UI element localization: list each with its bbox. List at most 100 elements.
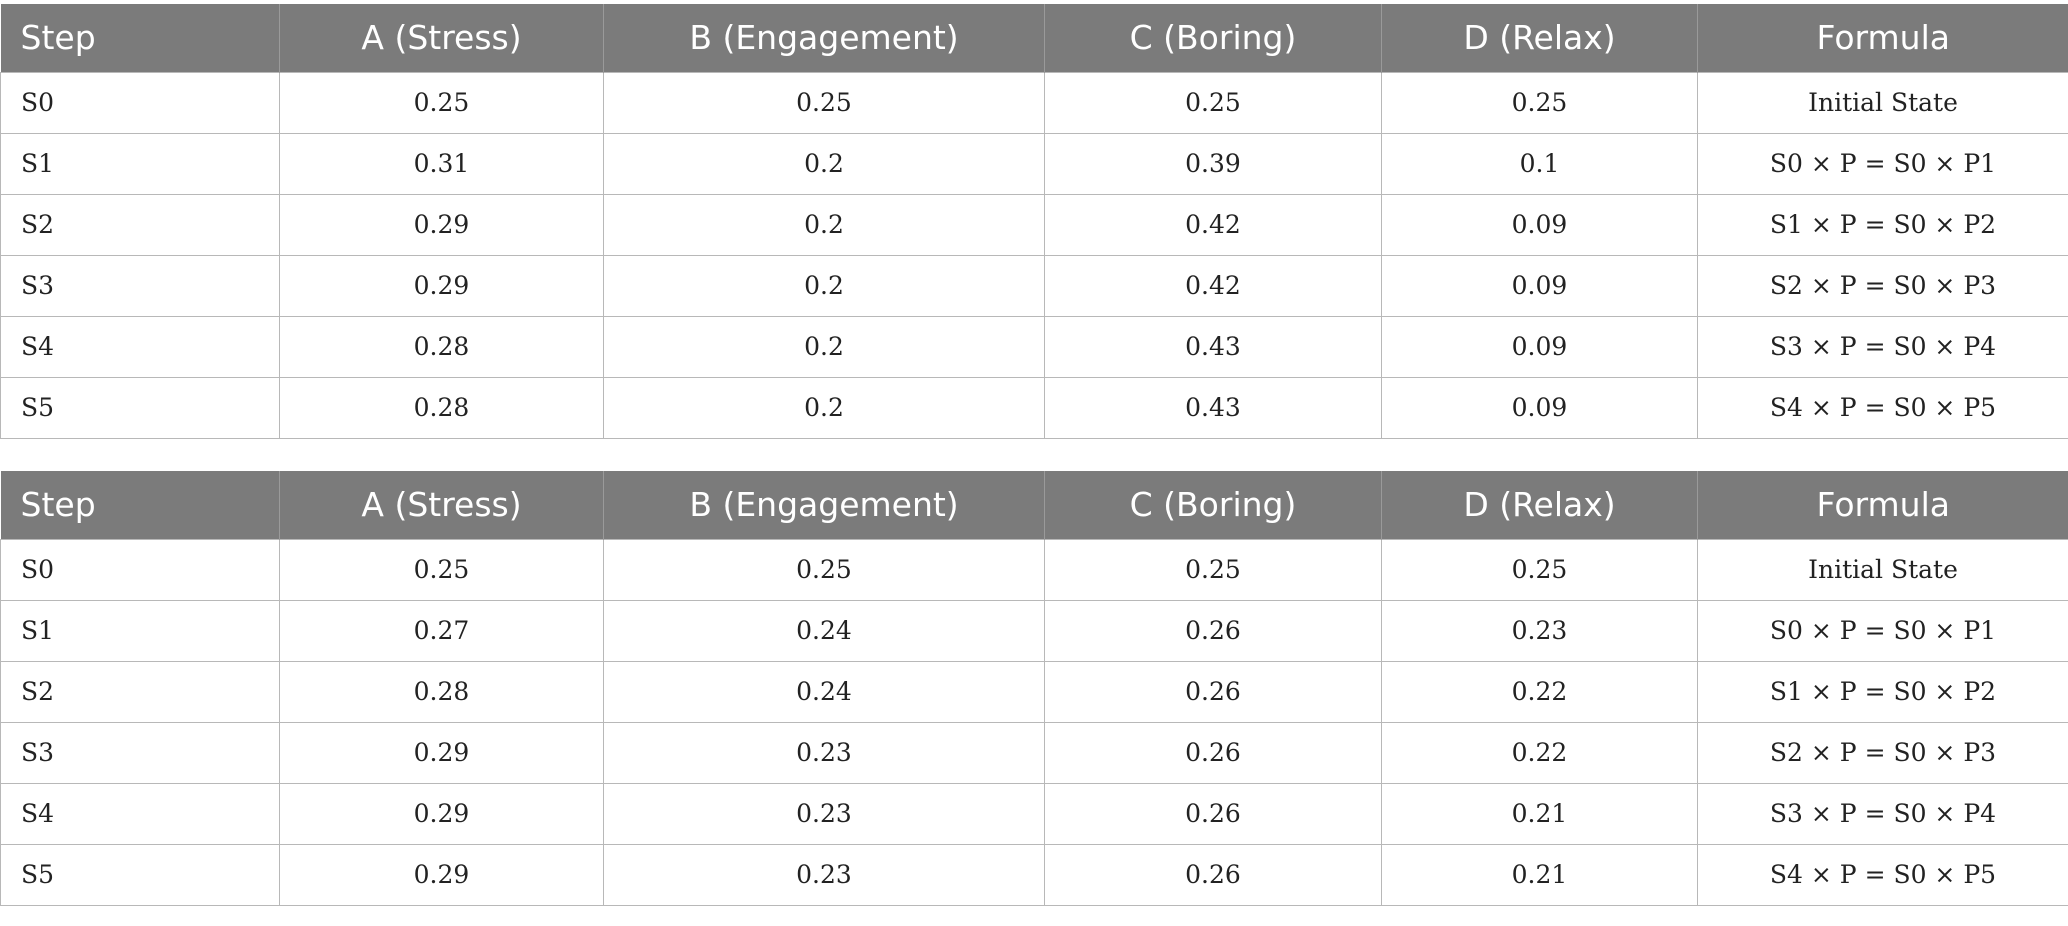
table-row: S2 0.28 0.24 0.26 0.22 S1 × P = S0 × P2	[0, 660, 2068, 723]
cell-a: 0.28	[279, 660, 604, 723]
cell-formula: Initial State	[1697, 538, 2068, 601]
cell-c: 0.39	[1044, 132, 1382, 195]
cell-formula: S1 × P = S0 × P2	[1697, 660, 2068, 723]
cell-c: 0.26	[1044, 843, 1382, 906]
cell-b: 0.23	[603, 782, 1045, 845]
cell-step: S2	[0, 193, 280, 256]
header-formula: Formula	[1697, 4, 2068, 72]
header-c-boring: C (Boring)	[1044, 471, 1382, 539]
cell-b: 0.2	[603, 315, 1045, 378]
cell-formula: Initial State	[1697, 71, 2068, 134]
data-table: Step A (Stress) B (Engagement) C (Boring…	[0, 471, 2068, 906]
table-row: S4 0.28 0.2 0.43 0.09 S3 × P = S0 × P4	[0, 315, 2068, 378]
cell-d: 0.21	[1381, 782, 1698, 845]
cell-a: 0.28	[279, 376, 604, 439]
cell-a: 0.27	[279, 599, 604, 662]
cell-d: 0.23	[1381, 599, 1698, 662]
table-row: S0 0.25 0.25 0.25 0.25 Initial State	[0, 71, 2068, 134]
cell-b: 0.24	[603, 660, 1045, 723]
cell-b: 0.2	[603, 193, 1045, 256]
cell-d: 0.09	[1381, 376, 1698, 439]
table-row: S5 0.28 0.2 0.43 0.09 S4 × P = S0 × P5	[0, 376, 2068, 439]
cell-formula: S3 × P = S0 × P4	[1697, 315, 2068, 378]
cell-d: 0.25	[1381, 71, 1698, 134]
table-row: S3 0.29 0.2 0.42 0.09 S2 × P = S0 × P3	[0, 254, 2068, 317]
table-row: S0 0.25 0.25 0.25 0.25 Initial State	[0, 538, 2068, 601]
cell-d: 0.09	[1381, 315, 1698, 378]
cell-step: S4	[0, 315, 280, 378]
cell-d: 0.1	[1381, 132, 1698, 195]
header-formula: Formula	[1697, 471, 2068, 539]
cell-a: 0.29	[279, 782, 604, 845]
cell-c: 0.26	[1044, 721, 1382, 784]
cell-step: S5	[0, 376, 280, 439]
cell-b: 0.23	[603, 721, 1045, 784]
cell-b: 0.2	[603, 132, 1045, 195]
cell-c: 0.25	[1044, 538, 1382, 601]
cell-b: 0.25	[603, 538, 1045, 601]
cell-d: 0.22	[1381, 660, 1698, 723]
data-table: Step A (Stress) B (Engagement) C (Boring…	[0, 4, 2068, 439]
header-row: Step A (Stress) B (Engagement) C (Boring…	[0, 4, 2068, 72]
cell-b: 0.25	[603, 71, 1045, 134]
header-b-engagement: B (Engagement)	[603, 4, 1045, 72]
cell-a: 0.29	[279, 721, 604, 784]
cell-step: S0	[0, 538, 280, 601]
cell-formula: S0 × P = S0 × P1	[1697, 132, 2068, 195]
cell-d: 0.21	[1381, 843, 1698, 906]
header-a-stress: A (Stress)	[279, 471, 604, 539]
cell-c: 0.26	[1044, 599, 1382, 662]
cell-c: 0.42	[1044, 193, 1382, 256]
header-row: Step A (Stress) B (Engagement) C (Boring…	[0, 471, 2068, 539]
header-c-boring: C (Boring)	[1044, 4, 1382, 72]
cell-step: S3	[0, 721, 280, 784]
table-row: S1 0.31 0.2 0.39 0.1 S0 × P = S0 × P1	[0, 132, 2068, 195]
cell-formula: S1 × P = S0 × P2	[1697, 193, 2068, 256]
header-a-stress: A (Stress)	[279, 4, 604, 72]
table-row: S5 0.29 0.23 0.26 0.21 S4 × P = S0 × P5	[0, 843, 2068, 906]
cell-c: 0.26	[1044, 782, 1382, 845]
cell-a: 0.29	[279, 254, 604, 317]
table-row: S2 0.29 0.2 0.42 0.09 S1 × P = S0 × P2	[0, 193, 2068, 256]
cell-c: 0.25	[1044, 71, 1382, 134]
cell-formula: S4 × P = S0 × P5	[1697, 376, 2068, 439]
cell-a: 0.31	[279, 132, 604, 195]
cell-formula: S2 × P = S0 × P3	[1697, 254, 2068, 317]
cell-c: 0.43	[1044, 315, 1382, 378]
cell-b: 0.23	[603, 843, 1045, 906]
cell-b: 0.2	[603, 376, 1045, 439]
cell-step: S0	[0, 71, 280, 134]
cell-a: 0.25	[279, 71, 604, 134]
cell-d: 0.09	[1381, 193, 1698, 256]
cell-a: 0.29	[279, 193, 604, 256]
cell-formula: S4 × P = S0 × P5	[1697, 843, 2068, 906]
cell-d: 0.22	[1381, 721, 1698, 784]
cell-c: 0.42	[1044, 254, 1382, 317]
header-d-relax: D (Relax)	[1381, 471, 1698, 539]
cell-step: S3	[0, 254, 280, 317]
cell-formula: S3 × P = S0 × P4	[1697, 782, 2068, 845]
markov-table-2: Step A (Stress) B (Engagement) C (Boring…	[0, 471, 2068, 906]
cell-d: 0.25	[1381, 538, 1698, 601]
cell-step: S1	[0, 599, 280, 662]
cell-a: 0.28	[279, 315, 604, 378]
header-b-engagement: B (Engagement)	[603, 471, 1045, 539]
cell-c: 0.43	[1044, 376, 1382, 439]
header-step: Step	[0, 4, 280, 72]
cell-a: 0.25	[279, 538, 604, 601]
cell-b: 0.2	[603, 254, 1045, 317]
cell-formula: S0 × P = S0 × P1	[1697, 599, 2068, 662]
cell-formula: S2 × P = S0 × P3	[1697, 721, 2068, 784]
cell-step: S1	[0, 132, 280, 195]
cell-c: 0.26	[1044, 660, 1382, 723]
table-row: S1 0.27 0.24 0.26 0.23 S0 × P = S0 × P1	[0, 599, 2068, 662]
table-row: S4 0.29 0.23 0.26 0.21 S3 × P = S0 × P4	[0, 782, 2068, 845]
cell-step: S2	[0, 660, 280, 723]
cell-step: S5	[0, 843, 280, 906]
cell-d: 0.09	[1381, 254, 1698, 317]
cell-step: S4	[0, 782, 280, 845]
header-d-relax: D (Relax)	[1381, 4, 1698, 72]
markov-table-1: Step A (Stress) B (Engagement) C (Boring…	[0, 4, 2068, 439]
cell-b: 0.24	[603, 599, 1045, 662]
header-step: Step	[0, 471, 280, 539]
